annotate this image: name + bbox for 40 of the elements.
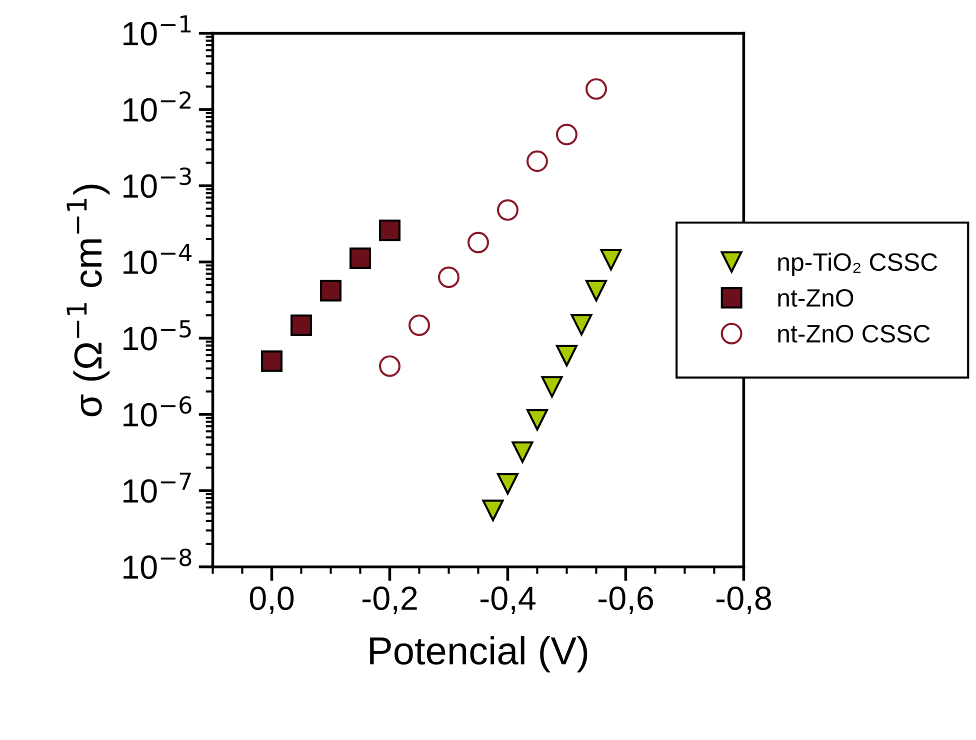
point — [320, 280, 342, 302]
point — [570, 314, 592, 336]
x-tick-label: 0,0 — [250, 586, 294, 614]
point — [541, 376, 563, 398]
point — [378, 220, 401, 242]
y-tick-label: 10$^{−2}$ — [124, 91, 190, 122]
point — [496, 473, 519, 495]
point — [290, 314, 312, 336]
point — [349, 247, 372, 269]
point — [556, 124, 578, 146]
point — [585, 280, 607, 302]
y-tick-label: 10$^{−1}$ — [124, 15, 191, 46]
point — [378, 355, 401, 377]
point — [585, 78, 607, 100]
point — [408, 314, 430, 336]
point — [496, 199, 519, 221]
x-axis-title: Potencial (V) — [370, 636, 588, 672]
x-tick-label: -0,6 — [598, 586, 653, 614]
x-tick-label: -0,4 — [480, 586, 536, 614]
point — [438, 266, 460, 288]
point — [260, 350, 283, 372]
y-tick-label: 10$^{−5}$ — [124, 320, 191, 350]
point — [512, 441, 534, 463]
x-tick-label: -0,2 — [362, 586, 417, 614]
point — [526, 150, 548, 172]
y-tick-label: 10$^{−8}$ — [124, 548, 192, 579]
legend-label: nt-ZnO — [778, 289, 854, 307]
legend-label: nt-ZnO CSSC — [778, 324, 930, 343]
y-axis-title: σ (Ω$^{−1}$ cm$^{−1}$) — [66, 184, 110, 416]
point — [556, 344, 578, 366]
y-tick-label: 10$^{−4}$ — [124, 244, 192, 274]
point — [526, 409, 548, 431]
legend-label: np-TiO₂ CSSC — [778, 252, 938, 276]
point — [600, 248, 622, 270]
point — [482, 500, 504, 522]
y-tick-label: 10$^{−6}$ — [124, 396, 192, 427]
point — [467, 232, 490, 254]
x-tick-label: -0,8 — [716, 586, 771, 614]
y-tick-label: 10$^{−7}$ — [124, 472, 191, 503]
y-tick-label: 10$^{−3}$ — [124, 167, 191, 198]
